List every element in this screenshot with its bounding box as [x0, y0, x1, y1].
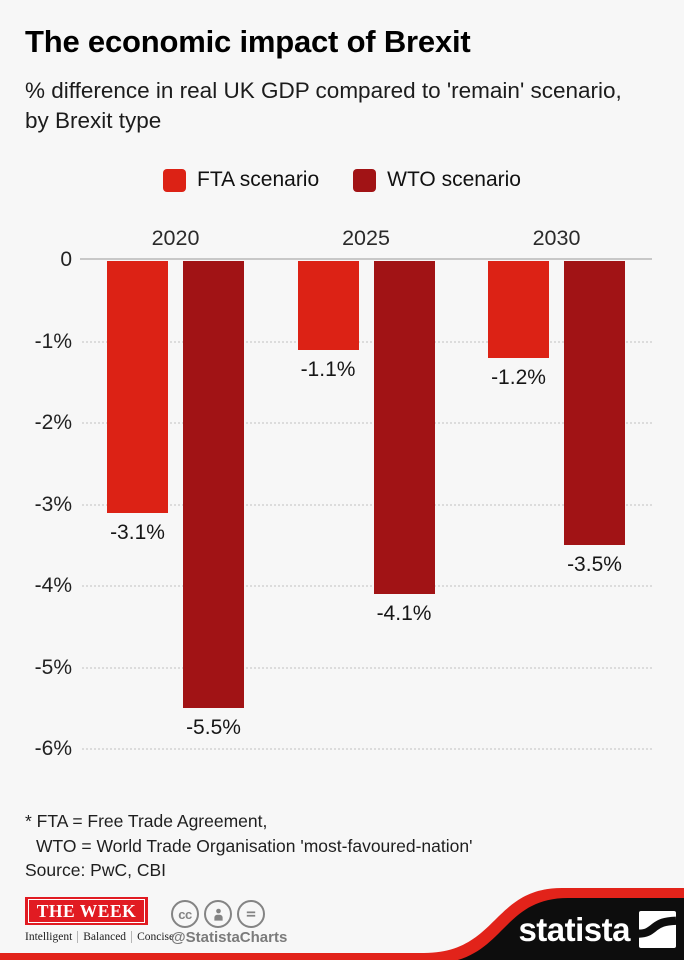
bar-value-label: -3.1% [110, 520, 165, 544]
bar-fta-2025 [297, 261, 359, 350]
gridline [82, 340, 652, 343]
tagline-word: Balanced [77, 931, 126, 943]
bar-fta-2030 [488, 261, 549, 358]
the-week-logo: THE WEEK Intelligent Balanced Concise [25, 897, 174, 943]
gridline [82, 422, 652, 424]
gridline [82, 503, 652, 506]
tagline-word: Intelligent [25, 931, 73, 943]
zero-baseline [80, 258, 652, 260]
bar-wto-2020 [183, 261, 244, 709]
statista-symbol-icon [639, 911, 676, 948]
bar-wto-2030 [564, 261, 625, 546]
cc-letters: cc [178, 906, 192, 922]
the-week-logo-text: THE WEEK [28, 899, 145, 923]
statista-charts-handle: @StatistaCharts [171, 929, 288, 946]
footnote-line: * FTA = Free Trade Agreement, [25, 811, 268, 831]
category-label: 2025 [342, 226, 390, 250]
no-derivatives-icon [237, 900, 265, 928]
the-week-logo-box: THE WEEK [25, 897, 148, 925]
statista-logo: statista [518, 911, 676, 948]
y-axis-tick-label: -1% [34, 329, 72, 353]
swoosh-black-area [457, 898, 684, 960]
footnote-line: WTO = World Trade Organisation 'most-fav… [36, 835, 473, 856]
creative-commons-badges: cc [171, 900, 265, 928]
bar-value-label: -4.1% [376, 602, 432, 626]
y-axis-tick-label: -2% [34, 411, 72, 434]
category-label: 2020 [151, 226, 200, 250]
footnote: * FTA = Free Trade Agreement, WTO = Worl… [25, 809, 472, 883]
the-week-tagline: Intelligent Balanced Concise [25, 931, 174, 943]
y-axis-tick-label: -6% [34, 737, 72, 760]
bar-fta-2020 [107, 261, 168, 513]
tagline-word: Concise [131, 931, 174, 943]
bar-value-label: -5.5% [186, 716, 241, 740]
cc-icon: cc [171, 900, 199, 928]
source-line: Source: PwC, CBI [25, 860, 167, 880]
y-axis-tick-label: -5% [34, 655, 72, 679]
attribution-person-icon [204, 900, 232, 928]
y-axis-tick-label: -3% [34, 492, 72, 516]
bar-value-label: -3.5% [567, 553, 622, 577]
page-title: The economic impact of Brexit [25, 24, 471, 59]
footer-swoosh-graphic [0, 888, 684, 960]
category-label: 2030 [532, 226, 581, 250]
legend-item: FTA scenario [163, 168, 319, 192]
gridline [82, 748, 652, 750]
chart-legend: FTA scenario WTO scenario [0, 168, 684, 192]
bar-value-label: -1.2% [491, 365, 546, 389]
bar-value-label: -1.1% [300, 357, 356, 381]
gridline [82, 585, 652, 587]
legend-swatch [353, 168, 377, 192]
legend-label: WTO scenario [387, 168, 521, 191]
y-axis-tick-label: 0 [60, 248, 72, 271]
page-subtitle: % difference in real UK GDP compared to … [25, 78, 622, 133]
statista-wordmark: statista [518, 911, 630, 948]
legend-item: WTO scenario [353, 168, 521, 192]
legend-label: FTA scenario [197, 168, 320, 191]
legend-swatch [163, 168, 186, 192]
bar-wto-2025 [373, 261, 435, 595]
gridline [82, 666, 652, 669]
y-axis-tick-label: -4% [34, 574, 72, 597]
